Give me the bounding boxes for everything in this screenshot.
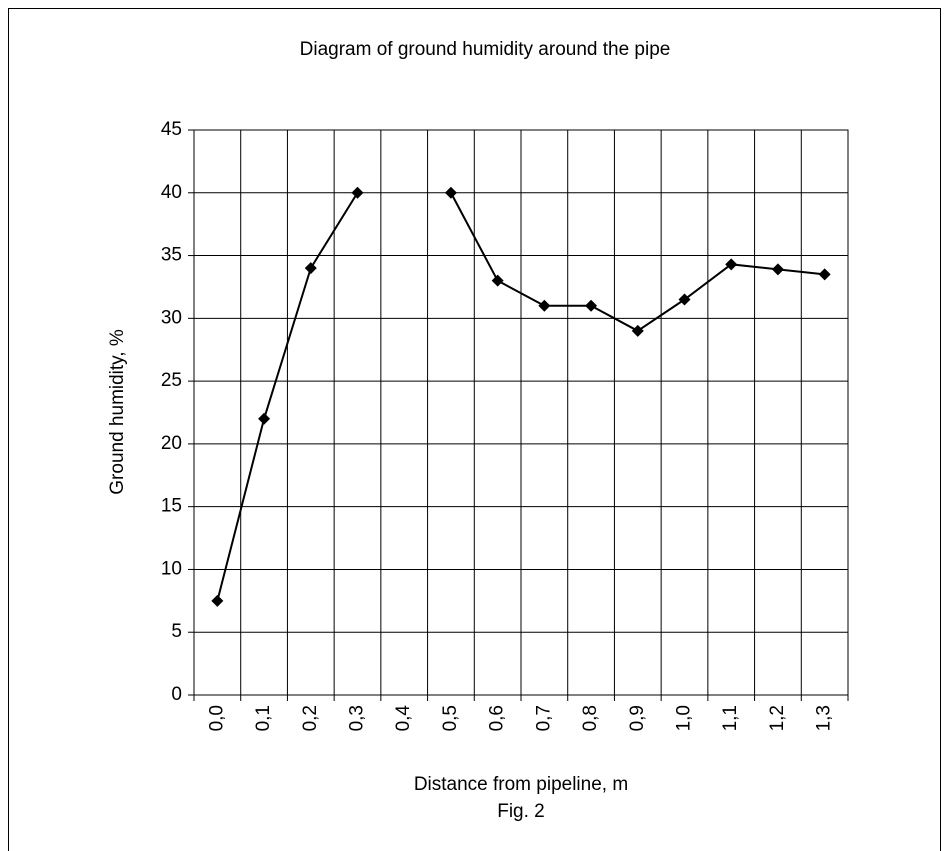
x-tick-label: 0,6 <box>487 705 508 731</box>
x-axis-label: Distance from pipeline, m <box>414 774 628 795</box>
x-tick-label: 0,2 <box>300 705 321 731</box>
marker <box>304 262 317 275</box>
marker <box>444 186 457 199</box>
y-tick-label: 40 <box>161 182 182 203</box>
y-tick-label: 10 <box>161 558 182 579</box>
marker <box>491 274 504 287</box>
y-axis-label: Ground humidity, % <box>107 329 128 495</box>
marker <box>631 324 644 337</box>
x-tick-label: 0,8 <box>580 705 601 731</box>
x-tick-label: 0,3 <box>347 705 368 731</box>
y-tick-label: 30 <box>161 307 182 328</box>
chart-title: Diagram of ground humidity around the pi… <box>300 39 671 60</box>
marker <box>538 299 551 312</box>
y-tick-label: 35 <box>161 245 182 266</box>
x-tick-label: 0,1 <box>253 705 274 731</box>
marker <box>725 258 738 271</box>
marker <box>771 263 784 276</box>
marker <box>818 268 831 281</box>
marker <box>351 186 364 199</box>
x-tick-label: 1,3 <box>814 705 835 731</box>
marker <box>258 412 271 425</box>
x-tick-label: 0,7 <box>533 705 554 731</box>
chart-border <box>8 8 941 851</box>
x-tick-label: 0,4 <box>393 705 414 732</box>
y-tick-label: 45 <box>161 119 182 140</box>
marker <box>211 594 224 607</box>
x-tick-label: 0,0 <box>206 705 227 731</box>
x-tick-label: 1,2 <box>767 705 788 731</box>
caption: Fig. 2 <box>497 801 545 822</box>
y-tick-label: 15 <box>161 496 182 517</box>
y-tick-label: 20 <box>161 433 182 454</box>
x-tick-label: 0,5 <box>440 705 461 731</box>
y-tick-label: 5 <box>171 621 182 642</box>
x-tick-label: 0,9 <box>627 705 648 731</box>
y-tick-label: 25 <box>161 370 182 391</box>
x-tick-label: 1,1 <box>720 705 741 731</box>
y-tick-label: 0 <box>171 684 182 705</box>
x-tick-label: 1,0 <box>674 705 695 731</box>
marker <box>585 299 598 312</box>
marker <box>678 293 691 306</box>
